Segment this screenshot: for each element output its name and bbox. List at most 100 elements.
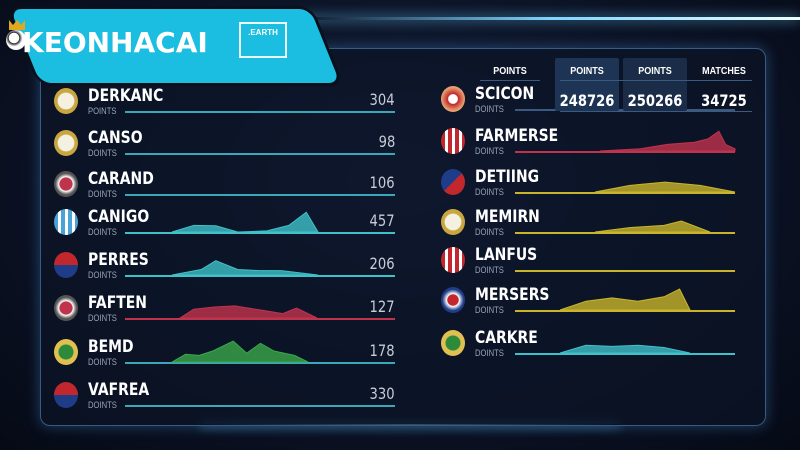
baseline: [515, 192, 735, 194]
sparkline: [594, 220, 711, 233]
team-name: VAFREA: [88, 380, 150, 400]
sparkline-area: [170, 340, 309, 363]
red-stripe-crest-icon: [441, 128, 465, 154]
team-row[interactable]: LANFUS DOINTS: [441, 245, 800, 285]
baseline: [125, 362, 395, 364]
green-gold-crest-icon: [441, 330, 465, 356]
team-row[interactable]: VAFREA DOINTS 330: [54, 380, 414, 420]
sparkline-area: [594, 181, 736, 193]
team-row[interactable]: DETIING DOINTS: [441, 167, 800, 207]
barcelona-crest-icon: [54, 382, 78, 408]
barcelona-crest-icon: [54, 252, 78, 278]
team-points: 178: [369, 341, 395, 360]
stat-value: 34725: [701, 91, 747, 110]
sparkline: [599, 130, 736, 152]
sparkline: [171, 211, 319, 233]
team-sub-label: DOINTS: [88, 400, 117, 410]
sparkline: [559, 288, 691, 311]
team-name: FAFTEN: [88, 293, 147, 313]
team-sub-label: DOINTS: [475, 187, 504, 197]
logo-badge: .EARTH: [239, 22, 287, 58]
divider: [560, 111, 752, 112]
team-sub-label: DOINTS: [88, 189, 117, 199]
stat-value: 250266: [627, 91, 683, 110]
baseline: [125, 194, 395, 196]
sparkline: [170, 340, 309, 363]
team-name: DETIING: [475, 167, 540, 187]
team-points: 98: [378, 132, 395, 151]
team-row[interactable]: CARKRE DOINTS: [441, 328, 800, 368]
team-name: CARAND: [88, 169, 154, 189]
team-row[interactable]: FARMERSE DOINTS: [441, 126, 800, 166]
team-name: DERKANC: [88, 86, 164, 106]
team-row[interactable]: CANIGO DOINTS 457: [54, 207, 414, 247]
team-sub-label: DOINTS: [88, 148, 117, 158]
real-madrid-crest-icon: [54, 88, 78, 114]
sparkline: [559, 344, 691, 354]
baseline: [125, 405, 395, 407]
team-name: CANSO: [88, 128, 143, 148]
team-sub-label: DOINTS: [475, 146, 504, 156]
team-name: SCICON: [475, 84, 535, 104]
team-name: CARKRE: [475, 328, 538, 348]
crown-icon: [9, 20, 25, 30]
team-sub-label: DOINTS: [475, 104, 504, 114]
baseline: [515, 353, 735, 355]
team-sub-label: DOINTS: [88, 357, 117, 367]
stat-header: POINTS: [570, 66, 604, 77]
team-points: 127: [369, 297, 395, 316]
team-sub-label: DOINTS: [88, 313, 117, 323]
team-name: FARMERSE: [475, 126, 559, 146]
sparkline-area: [559, 288, 691, 311]
team-name: MERSERS: [475, 285, 550, 305]
team-name: CANIGO: [88, 207, 150, 227]
blue-red-crest-icon: [441, 287, 465, 313]
team-points: 457: [369, 211, 395, 230]
sparkline-area: [559, 344, 691, 354]
divider: [480, 80, 540, 81]
stat-box: [555, 58, 619, 111]
team-sub-label: DOINTS: [88, 227, 117, 237]
team-sub-label: DOINTS: [88, 270, 117, 280]
team-sub-label: POINTS: [88, 106, 117, 116]
baseline: [125, 111, 395, 113]
baseline: [515, 310, 735, 312]
red-white-crest-icon: [54, 171, 78, 197]
red-blue-crest-icon: [441, 169, 465, 195]
baseline: [515, 151, 735, 153]
team-name: LANFUS: [475, 245, 538, 265]
team-row[interactable]: DERKANC POINTS 304: [54, 86, 414, 126]
baseline: [515, 270, 735, 272]
stat-header: MATCHES: [702, 66, 746, 77]
real-madrid-crest-icon: [54, 130, 78, 156]
team-row[interactable]: FAFTEN DOINTS 127: [54, 293, 414, 333]
team-points: 304: [369, 90, 395, 109]
soccer-ball-icon: [6, 30, 26, 50]
team-sub-label: DOINTS: [475, 265, 504, 275]
team-points: 330: [369, 384, 395, 403]
baseline: [125, 275, 395, 277]
team-row[interactable]: CARAND DOINTS 106: [54, 169, 414, 209]
green-gold-crest-icon: [54, 339, 78, 365]
team-name: MEMIRN: [475, 207, 540, 227]
real-madrid-crest-icon: [441, 209, 465, 235]
sparkline-area: [171, 260, 319, 276]
team-points: 206: [369, 254, 395, 273]
baseline: [125, 232, 395, 234]
team-row[interactable]: BEMD DOINTS 178: [54, 337, 414, 377]
team-sub-label: DOINTS: [475, 227, 504, 237]
team-name: BEMD: [88, 337, 134, 357]
team-row[interactable]: PERRES DOINTS 206: [54, 250, 414, 290]
team-sub-label: DOINTS: [475, 348, 504, 358]
team-row[interactable]: CANSO DOINTS 98: [54, 128, 414, 168]
sparkline-area: [594, 220, 711, 233]
stat-header: POINTS: [493, 66, 527, 77]
stat-value: 248726: [559, 91, 615, 110]
red-cross-crest-icon: [441, 86, 465, 112]
baseline: [515, 232, 735, 234]
team-row[interactable]: MERSERS DOINTS: [441, 285, 800, 325]
sparkline-area: [171, 211, 319, 233]
team-row[interactable]: MEMIRN DOINTS: [441, 207, 800, 247]
stat-header: POINTS: [638, 66, 672, 77]
sparkline: [178, 305, 318, 319]
